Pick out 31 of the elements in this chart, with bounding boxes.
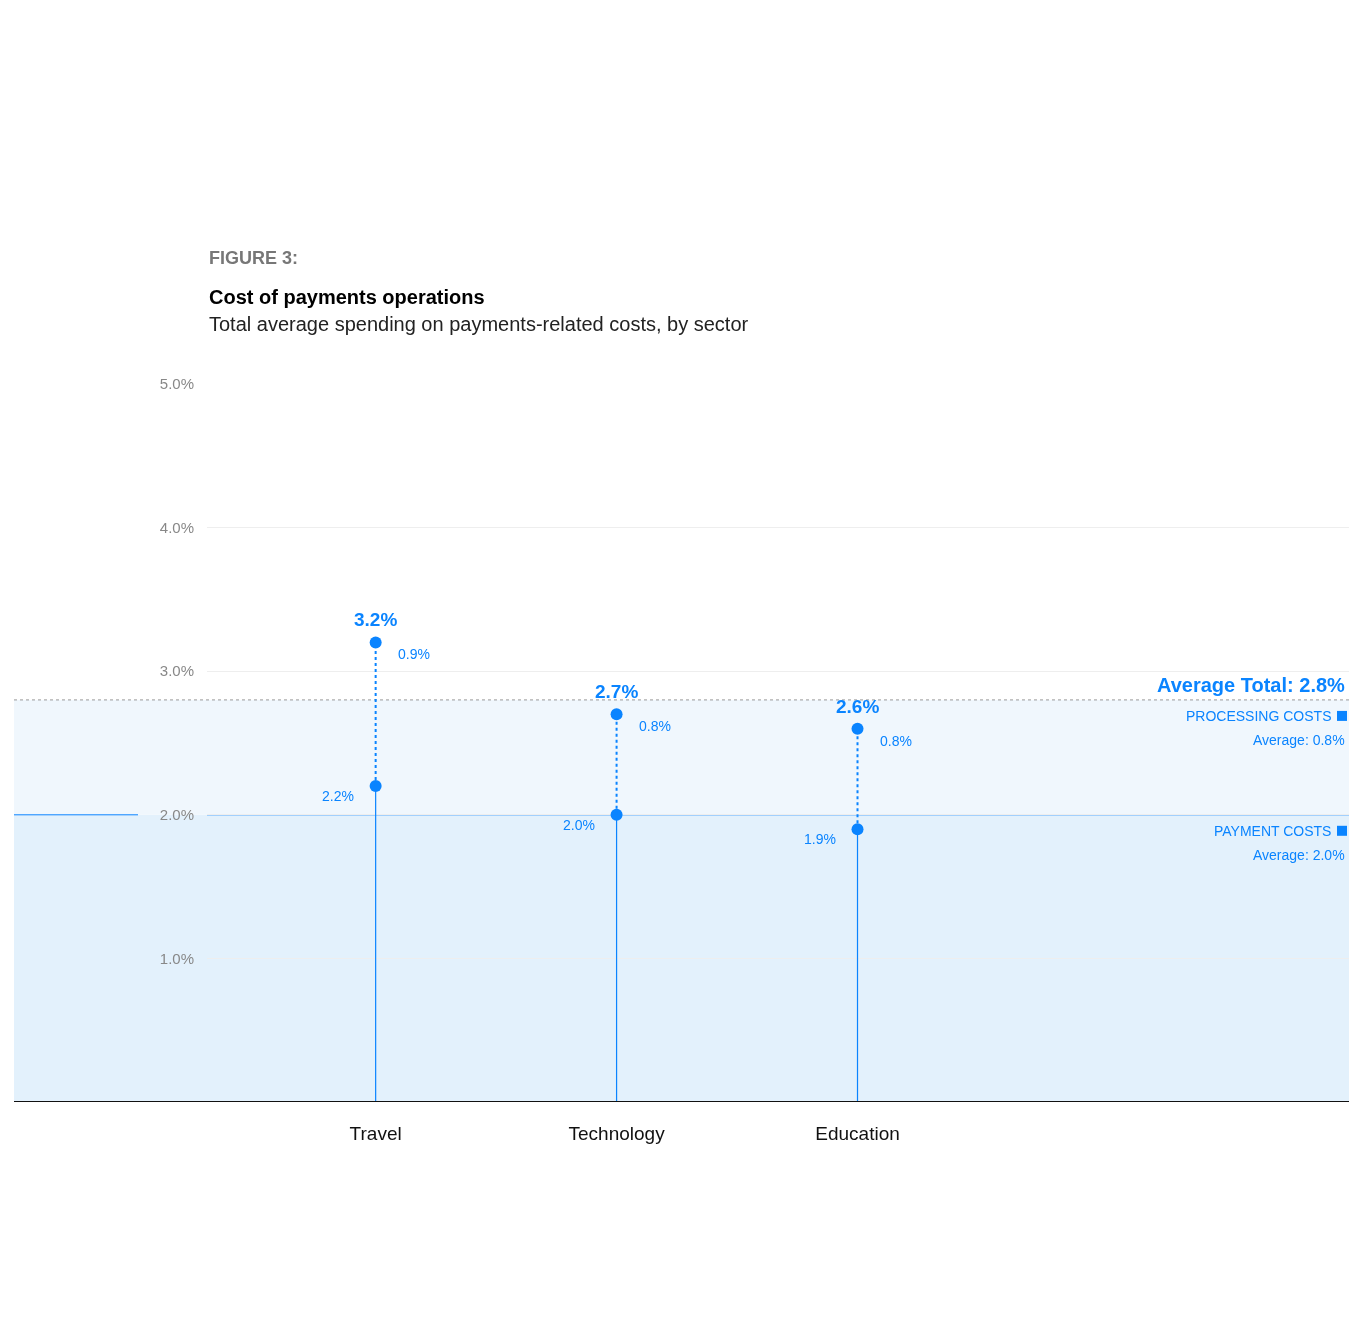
point (851, 722, 864, 735)
text: Average: 0.8% (1253, 732, 1345, 748)
data-label: 2.7% (595, 681, 639, 702)
ref-line-label: Average Total: 2.8% (1157, 674, 1346, 696)
point (851, 823, 864, 836)
data-label: 2.0% (563, 817, 595, 833)
data-label: 3.2% (354, 609, 398, 630)
y-tick-label: 4.0% (159, 518, 194, 536)
y-tick-label: 1.0% (159, 949, 194, 967)
chart-title: Cost of payments operations (209, 286, 485, 308)
point (610, 708, 623, 721)
chart-subtitle: Total average spending on payments-related costs, by sector (209, 313, 749, 335)
annotation: 0.8% (880, 733, 912, 749)
data-label: 2.2% (322, 788, 354, 804)
point (369, 636, 382, 649)
y-tick-label: 5.0% (159, 375, 194, 393)
x-tick-label: Education (815, 1123, 900, 1144)
y-tick-label: 3.0% (159, 662, 194, 680)
ref-line-label: Average: 2.0% (1253, 847, 1345, 863)
data-label: 2.6% (836, 696, 880, 717)
annotation: 0.9% (398, 646, 430, 662)
point (369, 780, 382, 793)
data-label: 1.9% (804, 831, 836, 847)
band-label: PROCESSING COSTS (1186, 708, 1332, 724)
caption: FIGURE 3: (209, 248, 299, 268)
point (610, 808, 623, 821)
x-tick-label: Technology (568, 1123, 666, 1144)
annotation: 0.8% (639, 718, 671, 734)
y-tick-label: 2.0% (159, 806, 194, 824)
band-label: PAYMENT COSTS (1214, 823, 1332, 839)
x-tick-label: Travel (349, 1123, 402, 1144)
